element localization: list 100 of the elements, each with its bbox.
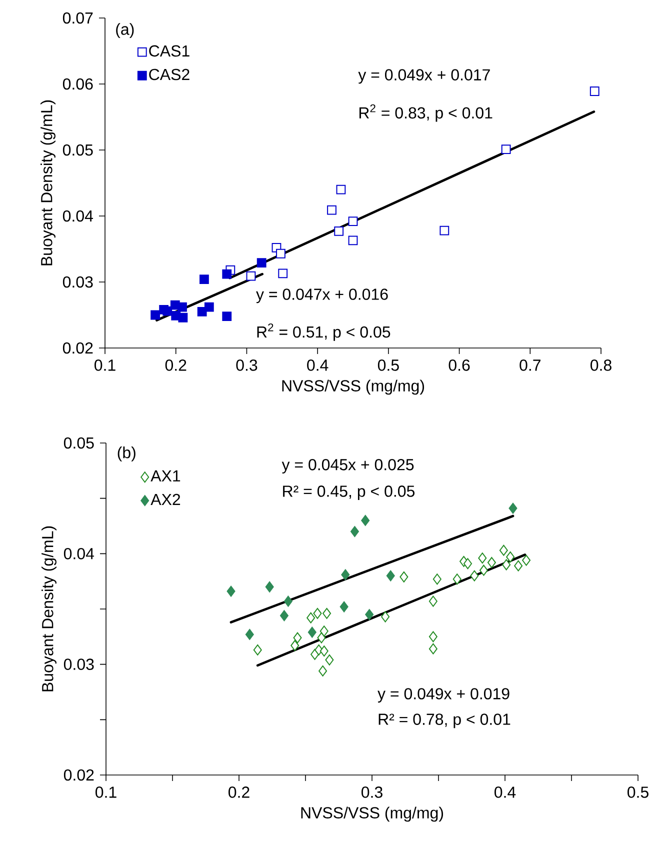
point xyxy=(276,248,286,258)
point xyxy=(293,632,302,644)
y-tick-label: 0.05 xyxy=(64,437,94,449)
point xyxy=(256,258,266,268)
point xyxy=(400,571,408,582)
point xyxy=(514,560,523,572)
y-axis-title: Buoyant Density (g/mL) xyxy=(42,526,56,692)
annotation: y = 0.049x + 0.017 xyxy=(358,69,490,84)
annotation: y = 0.047x + 0.016 xyxy=(256,288,388,304)
point xyxy=(278,268,288,278)
point xyxy=(365,609,374,620)
point xyxy=(334,226,344,236)
x-tick-label: 0.1 xyxy=(94,360,116,371)
point xyxy=(178,302,187,312)
legend-label: AX2 xyxy=(150,494,180,505)
point xyxy=(178,312,188,322)
x-tick-label: 0.8 xyxy=(590,360,612,371)
point xyxy=(245,628,254,640)
x-tick-label: 0.2 xyxy=(165,360,186,371)
point xyxy=(428,631,438,642)
y-tick-label: 0.06 xyxy=(62,78,93,90)
point xyxy=(320,646,328,657)
point xyxy=(320,626,328,637)
point xyxy=(222,312,232,322)
point xyxy=(336,184,346,194)
point xyxy=(350,526,359,538)
point xyxy=(487,557,496,568)
point xyxy=(502,559,511,570)
annotation: R² = 0.78, p < 0.01 xyxy=(378,714,510,728)
x-tick-label: 0.4 xyxy=(494,786,516,798)
y-axis-title: Buoyant Density (g/mL) xyxy=(40,100,56,266)
annotation: (a) xyxy=(116,23,134,38)
y-tick-label: 0.02 xyxy=(64,769,94,781)
annotation: y = 0.049x + 0.019 xyxy=(378,688,510,703)
point xyxy=(386,570,395,582)
point xyxy=(428,596,438,607)
x-tick-label: 0.3 xyxy=(236,360,258,371)
point xyxy=(280,610,288,622)
point xyxy=(440,226,450,236)
y-tick-label: 0.07 xyxy=(62,12,93,24)
point xyxy=(428,643,438,654)
legend-label: AX1 xyxy=(150,470,180,482)
point xyxy=(479,564,488,576)
point xyxy=(284,596,292,607)
point xyxy=(327,205,336,215)
point xyxy=(432,574,442,585)
point xyxy=(361,514,370,526)
point xyxy=(313,608,322,619)
y-tick-label: 0.02 xyxy=(62,342,93,354)
y-tick-label: 0.05 xyxy=(62,144,93,156)
point xyxy=(200,274,209,284)
point xyxy=(162,306,172,316)
x-tick-label: 0.5 xyxy=(378,360,399,371)
point xyxy=(340,601,348,612)
point xyxy=(381,611,390,622)
point xyxy=(590,86,600,96)
x-tick-label: 0.2 xyxy=(228,786,250,798)
x-tick-label: 0.3 xyxy=(362,786,382,798)
legend-label: CAS1 xyxy=(149,45,190,57)
x-axis-title: NVSS/VSS (mg/mg) xyxy=(282,380,424,395)
point xyxy=(308,626,316,638)
point xyxy=(522,554,531,566)
y-tick-label: 0.04 xyxy=(64,548,94,560)
annotation: R² = 0.45, p < 0.05 xyxy=(283,486,415,500)
point xyxy=(499,544,508,556)
point xyxy=(464,558,472,570)
legend-label: CAS2 xyxy=(149,68,190,80)
point xyxy=(452,574,462,585)
point xyxy=(348,216,358,226)
x-tick-label: 0.4 xyxy=(307,360,328,371)
x-tick-label: 0.7 xyxy=(520,360,540,371)
point xyxy=(150,310,160,320)
x-tick-label: 0.5 xyxy=(628,786,648,798)
point xyxy=(317,632,326,644)
point xyxy=(322,608,332,619)
point xyxy=(306,612,316,624)
point xyxy=(508,502,518,514)
annotation: y = 0.045x + 0.025 xyxy=(282,458,414,474)
point xyxy=(265,581,274,592)
y-tick-label: 0.03 xyxy=(62,276,93,288)
point xyxy=(246,271,256,281)
annotation: R$^{2}$ = 0.51, p < 0.05 xyxy=(257,323,390,341)
annotation: R$^{2}$ = 0.83, p < 0.01 xyxy=(359,104,492,122)
point xyxy=(341,569,350,580)
point xyxy=(325,654,334,666)
point xyxy=(478,552,487,564)
point xyxy=(226,586,236,597)
annotation: (b) xyxy=(118,446,136,462)
x-axis-title: NVSS/VSS (mg/mg) xyxy=(301,806,444,822)
point xyxy=(501,144,511,154)
point xyxy=(197,306,207,316)
y-tick-label: 0.04 xyxy=(62,210,94,222)
point xyxy=(348,236,358,246)
point xyxy=(222,269,232,279)
point xyxy=(506,551,515,562)
x-tick-label: 0.1 xyxy=(96,786,116,798)
point xyxy=(290,640,300,652)
point xyxy=(318,665,328,676)
point xyxy=(470,570,479,582)
point xyxy=(253,644,262,656)
